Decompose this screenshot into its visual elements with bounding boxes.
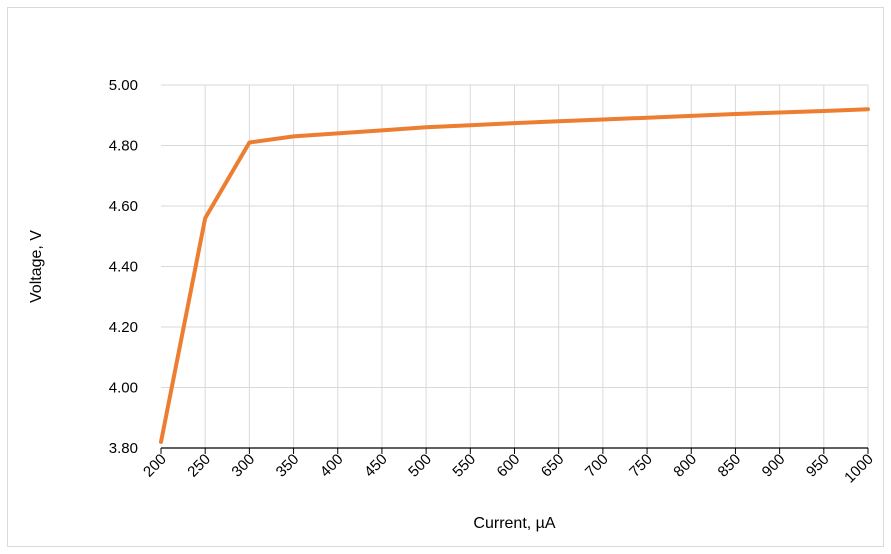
- x-tick-label: 550: [449, 451, 479, 481]
- y-tick-label: 5.00: [109, 77, 138, 94]
- y-tick-label: 4.20: [109, 319, 138, 336]
- x-tick-label: 600: [494, 451, 524, 481]
- x-tick-label: 300: [228, 451, 258, 481]
- x-tick-label: 400: [317, 451, 347, 481]
- x-tick-label: 800: [670, 451, 700, 481]
- y-tick-label: 3.80: [109, 440, 138, 457]
- x-tick-label: 450: [361, 451, 391, 481]
- x-tick-label: 850: [715, 451, 745, 481]
- y-axis-title: Voltage, V: [28, 230, 45, 303]
- x-tick-label: 950: [803, 451, 833, 481]
- y-tick-label: 4.80: [109, 138, 138, 155]
- x-tick-label: 250: [184, 451, 214, 481]
- y-tick-label: 4.00: [109, 380, 138, 397]
- x-tick-label: 650: [538, 451, 568, 481]
- x-tick-label: 750: [626, 451, 656, 481]
- gridlines: [161, 84, 869, 448]
- series-line: [159, 107, 870, 444]
- x-axis-title: Current, µA: [473, 515, 555, 532]
- x-tick-label: 200: [140, 451, 170, 481]
- x-tick-label: 350: [273, 451, 303, 481]
- tick-labels: 3.80 4.00 4.20 4.40 4.60 4.80 5.00 200 250 300 350…: [109, 77, 877, 486]
- x-tick-label: 500: [405, 451, 435, 481]
- axes: [160, 447, 869, 454]
- series-layer: [159, 107, 870, 444]
- y-tick-label: 4.40: [109, 259, 138, 276]
- x-tick-label: 1000: [841, 451, 877, 487]
- chart-area: [7, 7, 884, 547]
- y-tick-label: 4.60: [109, 198, 138, 215]
- x-tick-label: 700: [582, 451, 612, 481]
- x-tick-label: 900: [759, 451, 789, 481]
